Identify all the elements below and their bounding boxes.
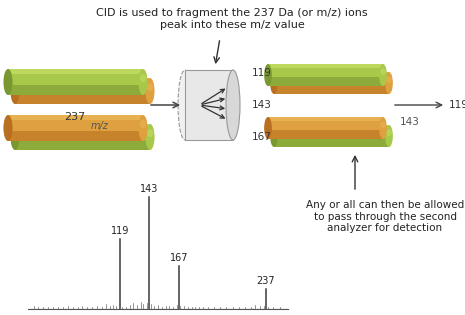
Ellipse shape: [140, 74, 146, 82]
Ellipse shape: [139, 115, 147, 141]
Ellipse shape: [386, 129, 392, 136]
Text: 237: 237: [257, 276, 275, 286]
Bar: [15, 124, 150, 129]
Ellipse shape: [264, 117, 272, 139]
Text: 237: 237: [64, 112, 86, 122]
Bar: [274, 138, 389, 147]
Text: CID is used to fragment the 237 Da (or m/z) ions
peak into these m/z value: CID is used to fragment the 237 Da (or m…: [96, 8, 368, 30]
Ellipse shape: [10, 78, 20, 104]
Ellipse shape: [270, 125, 278, 147]
Bar: [8, 115, 143, 120]
Ellipse shape: [178, 70, 192, 140]
Text: 119: 119: [252, 68, 272, 78]
Bar: [268, 117, 383, 139]
Bar: [15, 94, 150, 104]
Ellipse shape: [147, 129, 153, 137]
Bar: [8, 85, 143, 95]
Bar: [274, 125, 389, 147]
Ellipse shape: [10, 124, 20, 150]
Ellipse shape: [386, 77, 392, 83]
Bar: [8, 115, 143, 141]
Bar: [274, 72, 389, 94]
Ellipse shape: [270, 72, 278, 94]
Text: 119: 119: [111, 226, 129, 236]
Ellipse shape: [146, 78, 154, 104]
Ellipse shape: [3, 69, 13, 95]
Ellipse shape: [140, 120, 146, 128]
Bar: [268, 130, 383, 139]
Text: 167: 167: [170, 253, 188, 263]
Text: 143: 143: [140, 184, 159, 194]
Ellipse shape: [380, 68, 386, 75]
Bar: [268, 64, 383, 86]
Ellipse shape: [3, 115, 13, 141]
Bar: [15, 78, 150, 83]
Bar: [274, 125, 389, 129]
Bar: [185, 70, 233, 140]
Ellipse shape: [147, 83, 153, 91]
Ellipse shape: [379, 64, 387, 86]
Text: 143: 143: [400, 117, 420, 127]
Text: Any or all can then be allowed
to pass through the second
analyzer for detection: Any or all can then be allowed to pass t…: [306, 200, 464, 233]
Bar: [15, 124, 150, 150]
Ellipse shape: [379, 117, 387, 139]
Bar: [15, 140, 150, 150]
Bar: [268, 117, 383, 121]
Ellipse shape: [385, 72, 393, 94]
Text: 119: 119: [449, 100, 465, 110]
Ellipse shape: [380, 121, 386, 128]
Text: 143: 143: [252, 100, 272, 110]
Ellipse shape: [385, 125, 393, 147]
Ellipse shape: [146, 124, 154, 150]
Bar: [8, 69, 143, 73]
Bar: [274, 72, 389, 76]
Ellipse shape: [226, 70, 240, 140]
Bar: [8, 69, 143, 95]
Text: m/z: m/z: [91, 121, 109, 131]
Ellipse shape: [264, 64, 272, 86]
Bar: [268, 77, 383, 86]
Text: 167: 167: [252, 132, 272, 142]
Bar: [15, 78, 150, 104]
Bar: [8, 131, 143, 141]
Ellipse shape: [139, 69, 147, 95]
Bar: [274, 85, 389, 94]
Bar: [268, 64, 383, 68]
